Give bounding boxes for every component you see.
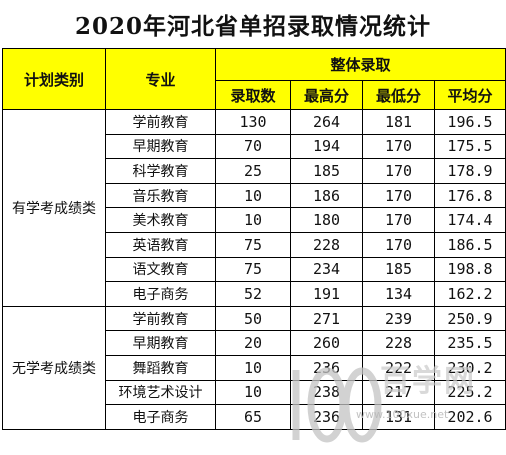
table-row: 语文教育 75 234 185 198.8	[3, 256, 506, 283]
highest-cell: 234	[290, 256, 363, 283]
table-row: 英语教育 75 228 170 186.5	[3, 231, 506, 258]
admitted-cell: 10	[215, 354, 291, 381]
lowest-cell: 228	[362, 330, 435, 356]
page-title: 2020年河北省单招录取情况统计	[74, 13, 431, 40]
major-cell: 舞蹈教育	[105, 354, 216, 381]
average-cell: 196.5	[434, 109, 506, 135]
highest-cell: 264	[290, 109, 363, 135]
admitted-cell: 10	[215, 379, 291, 406]
admitted-cell: 75	[215, 256, 291, 283]
average-cell: 235.5	[434, 330, 506, 356]
admitted-cell: 65	[215, 404, 291, 430]
admitted-cell: 50	[215, 305, 291, 332]
header-overall: 整体录取	[215, 48, 506, 81]
average-cell: 198.8	[434, 256, 506, 283]
table-row: 有学考成绩类 学前教育 130 264 181 196.5	[2, 109, 506, 307]
average-cell: 186.5	[434, 231, 506, 258]
watermark-brand: 百学网	[380, 364, 476, 399]
major-cell: 音乐教育	[105, 182, 216, 209]
lowest-cell: 170	[362, 182, 435, 209]
table-row: 早期教育 70 194 170 175.5	[3, 133, 506, 160]
highest-cell: 194	[290, 133, 363, 160]
average-cell: 230.2	[434, 354, 506, 381]
table-row: 美术教育 10 180 170 174.4	[3, 207, 506, 233]
admitted-cell: 20	[215, 330, 291, 356]
major-cell: 电子商务	[105, 281, 216, 307]
lowest-cell: 170	[362, 133, 435, 160]
highest-cell: 238	[290, 379, 363, 406]
admitted-cell: 70	[215, 133, 291, 160]
average-cell: 175.5	[434, 133, 506, 160]
header-average: 平均分	[434, 80, 506, 110]
header-category: 计划类别	[2, 48, 106, 110]
average-cell: 225.2	[434, 379, 506, 406]
admitted-cell: 10	[215, 207, 291, 233]
major-cell: 美术教育	[105, 207, 216, 233]
major-cell: 科学教育	[105, 158, 216, 184]
major-cell: 环境艺术设计	[105, 379, 216, 406]
header-highest: 最高分	[290, 80, 363, 110]
highest-cell: 236	[290, 354, 363, 381]
highest-cell: 185	[290, 158, 363, 184]
lowest-cell: 170	[362, 231, 435, 258]
category-cell: 无学考成绩类	[2, 305, 106, 430]
major-cell: 英语教育	[105, 231, 216, 258]
major-cell: 学前教育	[105, 109, 216, 135]
lowest-cell: 134	[362, 281, 435, 307]
highest-cell: 271	[290, 305, 363, 332]
category-cell: 有学考成绩类	[2, 109, 106, 307]
average-cell: 162.2	[434, 281, 506, 307]
lowest-cell: 170	[362, 207, 435, 233]
admitted-cell: 52	[215, 281, 291, 307]
highest-cell: 228	[290, 231, 363, 258]
major-cell: 语文教育	[105, 256, 216, 283]
admitted-cell: 25	[215, 158, 291, 184]
highest-cell: 260	[290, 330, 363, 356]
average-cell: 202.6	[434, 404, 506, 430]
average-cell: 174.4	[434, 207, 506, 233]
highest-cell: 186	[290, 182, 363, 209]
average-cell: 176.8	[434, 182, 506, 209]
major-cell: 早期教育	[105, 133, 216, 160]
major-cell: 学前教育	[105, 305, 216, 332]
highest-cell: 236	[290, 404, 363, 430]
major-cell: 早期教育	[105, 330, 216, 356]
watermark-site: www.100xue.net	[356, 408, 449, 421]
table-row: 电子商务 65 236 131 202.6	[3, 404, 506, 430]
lowest-cell: 239	[362, 305, 435, 332]
highest-cell: 180	[290, 207, 363, 233]
header-major: 专业	[105, 48, 216, 110]
lowest-cell: 185	[362, 256, 435, 283]
major-cell: 电子商务	[105, 404, 216, 430]
table-row: 无学考成绩类 学前教育 50 271 239 250.9	[2, 305, 506, 430]
admission-table: 计划类别 专业 整体录取 录取数 最高分 最低分 平均分 有学考成绩类 学前教育 1…	[2, 48, 506, 430]
average-cell: 250.9	[434, 305, 506, 332]
lowest-cell: 181	[362, 109, 435, 135]
lowest-cell: 170	[362, 158, 435, 184]
average-cell: 178.9	[434, 158, 506, 184]
header-lowest: 最低分	[362, 80, 435, 110]
admitted-cell: 75	[215, 231, 291, 258]
admitted-cell: 10	[215, 182, 291, 209]
admitted-cell: 130	[215, 109, 291, 135]
highest-cell: 191	[290, 281, 363, 307]
header-admitted: 录取数	[215, 80, 291, 110]
